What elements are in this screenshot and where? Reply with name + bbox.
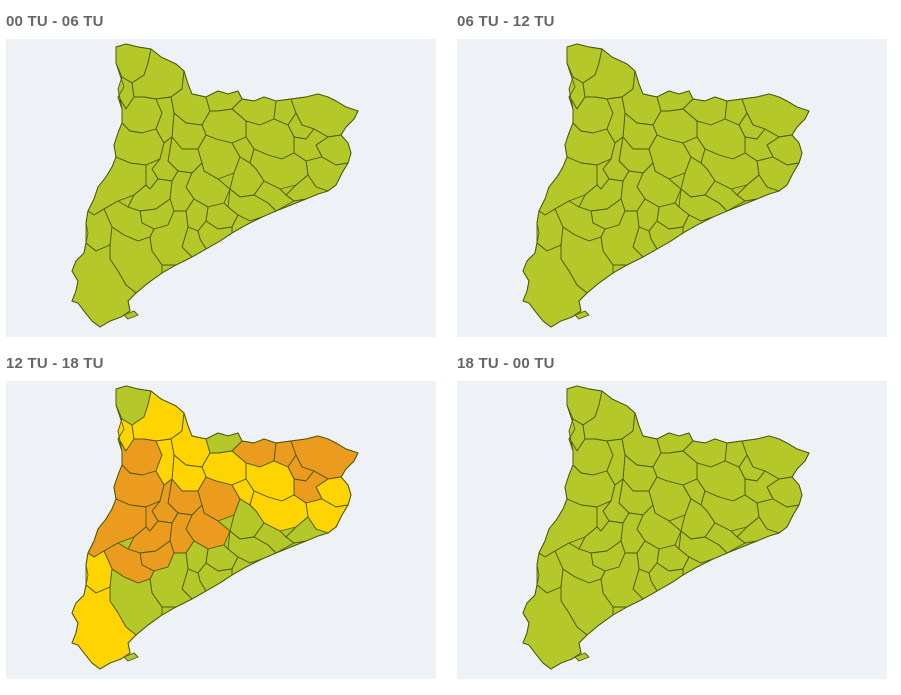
- catalonia-border: [522, 43, 810, 328]
- region-bages[interactable]: [197, 134, 241, 180]
- map-panel-2: [457, 39, 887, 337]
- ebro-delta: [574, 310, 590, 320]
- region-bages[interactable]: [197, 476, 241, 522]
- panel-title-3: 12 TU - 18 TU: [6, 355, 104, 372]
- region-bages[interactable]: [648, 476, 692, 522]
- catalonia-map-4: [522, 385, 810, 670]
- map-panel-3: [6, 381, 436, 679]
- map-panel-1: [6, 39, 436, 337]
- ebro-delta: [123, 652, 139, 662]
- ebro-delta: [123, 310, 139, 320]
- catalonia-map-3: [71, 385, 359, 670]
- map-panel-4: [457, 381, 887, 679]
- comarca-regions: [71, 385, 359, 670]
- ebro-delta: [574, 652, 590, 662]
- comarca-regions: [522, 385, 810, 670]
- panel-title-4: 18 TU - 00 TU: [457, 355, 555, 372]
- panel-title-2: 06 TU - 12 TU: [457, 13, 555, 30]
- panel-title-1: 00 TU - 06 TU: [6, 13, 104, 30]
- catalonia-border: [71, 43, 359, 328]
- catalonia-border: [522, 385, 810, 670]
- comarca-regions: [522, 43, 810, 328]
- comarca-regions: [71, 43, 359, 328]
- catalonia-map-2: [522, 43, 810, 328]
- catalonia-map-1: [71, 43, 359, 328]
- region-bages[interactable]: [648, 134, 692, 180]
- catalonia-border: [71, 385, 359, 670]
